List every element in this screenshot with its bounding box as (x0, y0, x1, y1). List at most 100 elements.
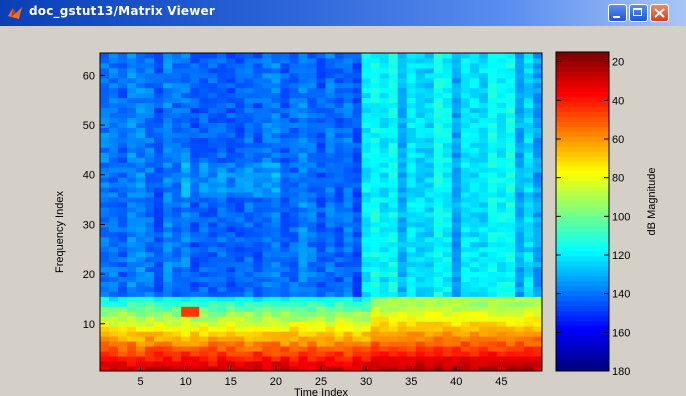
heatmap-cell (280, 162, 290, 168)
heatmap-cell (433, 286, 444, 292)
heatmap-cell (451, 251, 462, 258)
heatmap-cell (145, 286, 155, 292)
heatmap-cell (244, 271, 254, 277)
heatmap-cell (181, 341, 191, 347)
heatmap-cell (532, 341, 543, 347)
colorbar-swatch (556, 76, 609, 83)
heatmap-cell (226, 276, 236, 282)
heatmap-cell (496, 127, 507, 133)
heatmap-cell (451, 82, 462, 89)
heatmap-cell (145, 87, 155, 94)
heatmap-cell (199, 216, 209, 223)
heatmap-cell (118, 207, 128, 213)
close-button[interactable] (650, 4, 669, 22)
heatmap-cell (406, 336, 417, 342)
y-tick-label: 20 (83, 269, 95, 281)
heatmap-cell (469, 192, 480, 198)
heatmap-cell (190, 321, 200, 327)
heatmap-cell (298, 281, 308, 287)
heatmap-cell (118, 281, 128, 287)
heatmap-cell (190, 266, 200, 273)
heatmap-cell (406, 356, 417, 362)
heatmap-cell (424, 241, 435, 248)
colorbar-swatch (556, 221, 609, 227)
heatmap-cell (298, 57, 308, 64)
heatmap-cell (523, 331, 534, 337)
heatmap-cell (262, 187, 272, 193)
heatmap-cell (136, 321, 146, 327)
heatmap-cell (154, 92, 164, 99)
heatmap-cell (370, 246, 381, 253)
heatmap-cell (217, 321, 227, 327)
heatmap-cell (361, 351, 372, 357)
colorbar-swatch (556, 361, 609, 367)
heatmap-cell (505, 216, 516, 223)
heatmap-cell (379, 251, 390, 258)
heatmap-cell (298, 172, 308, 178)
heatmap-cell (208, 132, 218, 138)
heatmap-cell (172, 107, 182, 114)
heatmap-cell (415, 341, 426, 347)
heatmap-cell (190, 276, 200, 282)
heatmap-cell (154, 117, 164, 123)
heatmap-cell (478, 117, 489, 123)
heatmap-cell (136, 336, 146, 342)
minimize-button[interactable] (608, 4, 627, 22)
heatmap-cell (244, 112, 254, 118)
heatmap-cell (361, 152, 372, 158)
heatmap-cell (172, 202, 182, 208)
heatmap-cell (100, 226, 110, 233)
maximize-button[interactable] (629, 4, 648, 22)
heatmap-cell (460, 226, 471, 233)
heatmap-cell (505, 212, 516, 218)
heatmap-cell (217, 216, 227, 223)
heatmap-cell (298, 356, 308, 362)
heatmap-cell (163, 326, 173, 332)
heatmap-cell (451, 92, 462, 99)
heatmap-cell (523, 207, 534, 213)
heatmap-cell (487, 281, 498, 287)
heatmap-cell (298, 336, 308, 342)
heatmap-cell (523, 306, 534, 312)
heatmap-cell (469, 167, 480, 173)
heatmap-cell (235, 53, 245, 59)
heatmap-cell (397, 212, 408, 218)
heatmap-cell (397, 67, 408, 74)
heatmap-cell (496, 97, 507, 104)
heatmap-cell (316, 316, 326, 322)
heatmap-cell (460, 346, 471, 352)
heatmap-cell (163, 296, 173, 302)
heatmap-cell (334, 246, 344, 253)
heatmap-cell (316, 142, 326, 148)
heatmap-cell (154, 306, 164, 312)
title-bar[interactable]: doc_gstut13/Matrix Viewer (0, 0, 686, 26)
heatmap-cell (136, 286, 146, 292)
heatmap-cell (334, 266, 344, 273)
heatmap-cell (163, 231, 173, 238)
heatmap-cell (343, 221, 353, 228)
heatmap-cell (415, 326, 426, 332)
heatmap-cell (280, 132, 290, 138)
heatmap-cell (280, 62, 290, 69)
heatmap-cell (505, 152, 516, 158)
heatmap-cell (442, 62, 453, 69)
heatmap-cell (433, 97, 444, 104)
heatmap-cell (226, 311, 236, 317)
heatmap-cell (271, 251, 281, 258)
heatmap-cell (397, 167, 408, 173)
heatmap-cell (433, 57, 444, 64)
heatmap-cell (478, 271, 489, 277)
heatmap-cell (343, 53, 353, 59)
heatmap-cell (172, 246, 182, 253)
heatmap-cell (109, 147, 119, 153)
heatmap-cell (325, 212, 335, 218)
heatmap-cell (253, 57, 263, 64)
heatmap-cell (235, 321, 245, 327)
heatmap-cell (145, 316, 155, 322)
heatmap-cell (208, 97, 218, 104)
heatmap-cell (406, 97, 417, 104)
heatmap-cell (325, 236, 335, 243)
heatmap-cell (289, 132, 299, 138)
heatmap-cell (235, 197, 245, 203)
heatmap-cell (415, 132, 426, 138)
